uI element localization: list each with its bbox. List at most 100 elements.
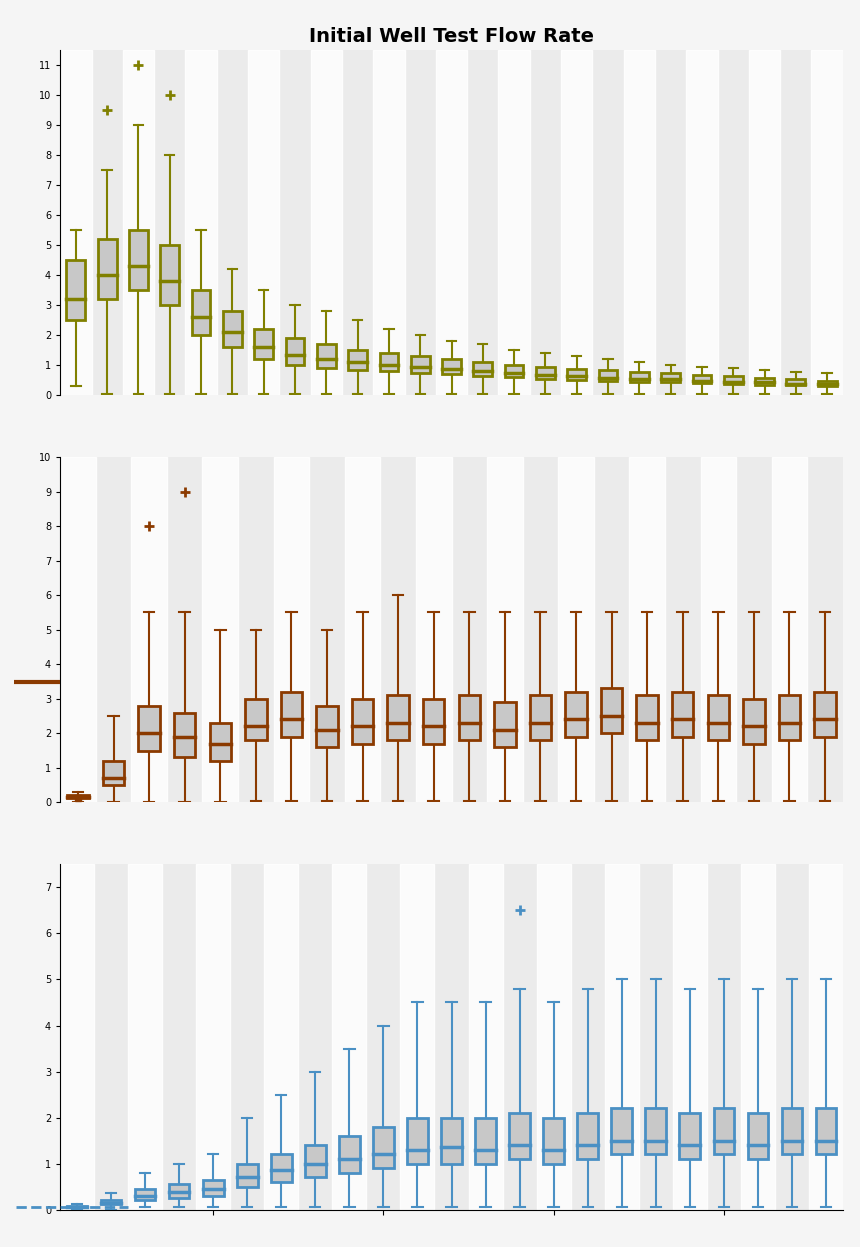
Bar	[537, 864, 570, 1210]
Bar	[401, 864, 434, 1210]
Bar	[60, 864, 95, 1210]
Bar	[210, 723, 231, 761]
Bar	[747, 1114, 768, 1158]
Bar	[679, 1114, 700, 1158]
Bar	[379, 353, 398, 372]
Bar	[186, 50, 217, 395]
Bar	[818, 380, 837, 387]
Bar	[373, 1127, 394, 1168]
Bar	[348, 350, 367, 369]
Bar	[66, 259, 85, 320]
Bar	[544, 1117, 564, 1163]
Bar	[814, 692, 836, 737]
Bar	[388, 696, 408, 741]
Bar	[408, 1117, 427, 1163]
Bar	[458, 696, 480, 741]
Bar	[568, 369, 587, 380]
Bar	[509, 1114, 530, 1158]
Bar	[202, 458, 238, 802]
Bar	[786, 379, 805, 385]
Bar	[686, 50, 717, 395]
Bar	[273, 458, 310, 802]
Bar	[196, 864, 230, 1210]
Bar	[442, 359, 461, 374]
Bar	[701, 458, 736, 802]
Bar	[333, 864, 366, 1210]
Bar	[138, 706, 160, 751]
Bar	[740, 864, 775, 1210]
Bar	[345, 458, 380, 802]
Bar	[101, 1201, 121, 1205]
Bar	[714, 1109, 734, 1155]
Bar	[558, 458, 593, 802]
Bar	[611, 1109, 632, 1155]
Bar	[280, 692, 302, 737]
Bar	[123, 50, 154, 395]
Bar	[630, 458, 665, 802]
Bar	[192, 291, 211, 335]
Bar	[771, 458, 808, 802]
Bar	[103, 761, 124, 786]
Bar	[487, 458, 523, 802]
Bar	[174, 712, 195, 757]
Bar	[310, 50, 342, 395]
Bar	[630, 372, 648, 382]
Bar	[779, 696, 800, 741]
Bar	[203, 1180, 224, 1196]
Bar	[536, 367, 555, 379]
Bar	[60, 458, 95, 802]
Bar	[255, 329, 273, 359]
Bar	[248, 50, 280, 395]
Bar	[264, 864, 298, 1210]
Bar	[672, 692, 693, 737]
Bar	[67, 1206, 88, 1207]
Bar	[98, 239, 117, 299]
Title: Initial Well Test Flow Rate: Initial Well Test Flow Rate	[309, 26, 594, 46]
Bar	[692, 374, 711, 383]
Bar	[636, 696, 658, 741]
Bar	[316, 706, 338, 747]
Bar	[411, 355, 430, 373]
Bar	[245, 698, 267, 741]
Bar	[316, 344, 335, 368]
Bar	[473, 362, 492, 375]
Bar	[132, 458, 167, 802]
Bar	[782, 1109, 802, 1155]
Bar	[812, 50, 843, 395]
Bar	[339, 1136, 359, 1172]
Bar	[135, 1188, 156, 1201]
Bar	[128, 864, 163, 1210]
Bar	[160, 244, 179, 306]
Bar	[743, 698, 765, 743]
Bar	[724, 377, 743, 384]
Bar	[60, 50, 91, 395]
Bar	[129, 229, 148, 291]
Bar	[605, 864, 639, 1210]
Bar	[271, 1155, 292, 1182]
Bar	[499, 50, 530, 395]
Bar	[494, 702, 515, 747]
Bar	[708, 696, 729, 741]
Bar	[599, 370, 617, 380]
Bar	[476, 1117, 495, 1163]
Bar	[624, 50, 655, 395]
Bar	[755, 378, 774, 384]
Bar	[352, 698, 373, 743]
Bar	[530, 696, 551, 741]
Bar	[67, 796, 89, 798]
Bar	[223, 311, 242, 347]
Bar	[505, 365, 524, 377]
Bar	[577, 1114, 598, 1158]
Bar	[373, 50, 404, 395]
Bar	[815, 1109, 836, 1155]
Bar	[169, 1185, 189, 1198]
Bar	[565, 692, 587, 737]
Bar	[286, 338, 304, 365]
Bar	[436, 50, 467, 395]
Bar	[673, 864, 707, 1210]
Bar	[305, 1145, 326, 1177]
Bar	[646, 1109, 666, 1155]
Bar	[561, 50, 593, 395]
Bar	[441, 1117, 462, 1163]
Bar	[749, 50, 780, 395]
